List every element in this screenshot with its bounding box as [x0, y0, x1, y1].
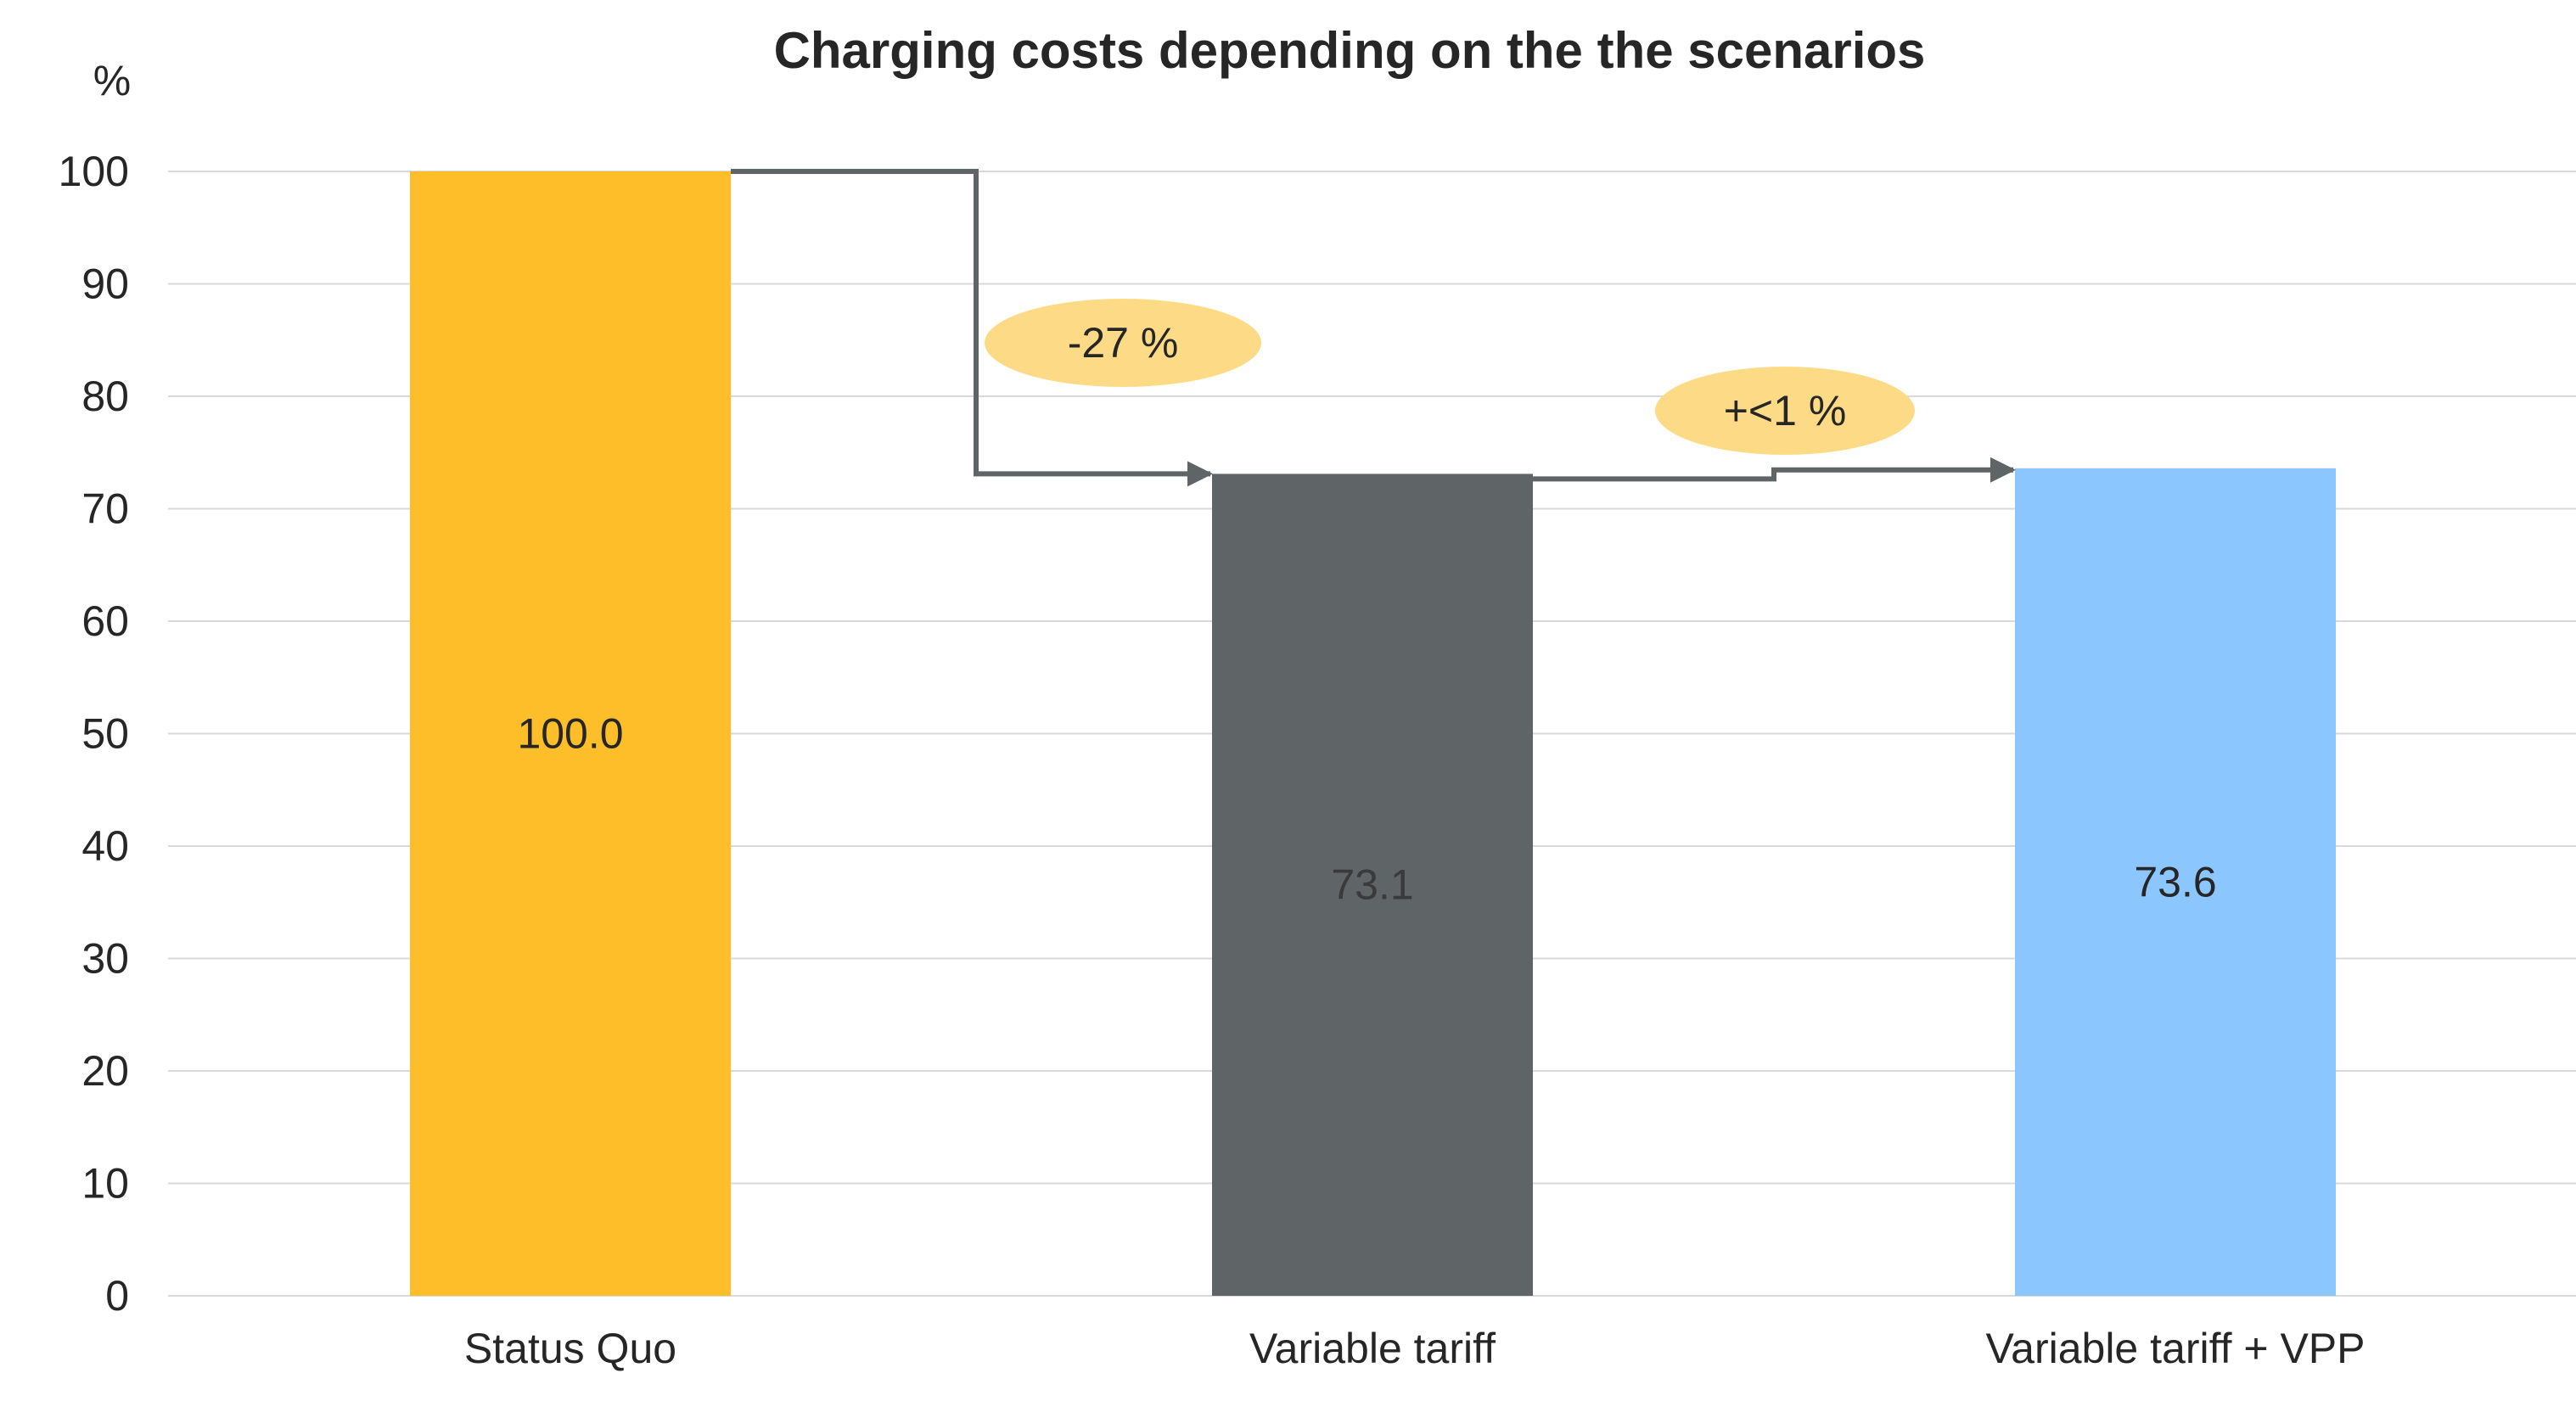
- chart-title: Charging costs depending on the the scen…: [774, 22, 1926, 79]
- category-label-0: Status Quo: [464, 1325, 676, 1372]
- y-tick-label-20: 20: [81, 1047, 129, 1095]
- bar-variable-tariff: [1212, 474, 1533, 1296]
- data-label-0: 100.0: [517, 710, 623, 758]
- change-bubble-0: [985, 299, 1261, 387]
- y-tick-label-30: 30: [81, 935, 129, 983]
- data-label-1: 73.1: [1331, 861, 1413, 909]
- change-label-1: +<1 %: [1724, 387, 1847, 434]
- y-tick-label-70: 70: [81, 485, 129, 533]
- bar-variable-tariff-vpp: [2015, 468, 2336, 1296]
- y-tick-label-0: 0: [105, 1272, 129, 1320]
- connector-arrow-0: [731, 169, 1213, 487]
- y-tick-label-90: 90: [81, 261, 129, 308]
- y-tick-label-100: 100: [59, 148, 129, 195]
- connectors: [731, 169, 2016, 487]
- y-axis-ticks: 0 10 20 30 40 50 60 70 80 90 100: [59, 148, 129, 1320]
- data-label-2: 73.6: [2134, 858, 2216, 905]
- y-tick-label-40: 40: [81, 822, 129, 870]
- y-tick-label-50: 50: [81, 710, 129, 758]
- connector-arrow-1: [1533, 457, 2016, 483]
- change-label-0: -27 %: [1068, 319, 1179, 367]
- change-bubble-1: [1655, 367, 1915, 455]
- y-axis-unit-label: %: [93, 57, 131, 104]
- data-labels: 100.0 73.1 73.6: [517, 710, 2216, 909]
- bars: [410, 171, 2336, 1296]
- bar-status-quo: [410, 171, 731, 1296]
- y-tick-label-60: 60: [81, 597, 129, 645]
- y-tick-label-10: 10: [81, 1160, 129, 1208]
- change-annotations: -27 % +<1 %: [985, 299, 1915, 455]
- x-axis-labels: Status Quo Variable tariff Variable tariff…: [464, 1325, 2366, 1372]
- category-label-2: Variable tariff + VPP: [1986, 1325, 2366, 1372]
- y-tick-label-80: 80: [81, 373, 129, 420]
- category-label-1: Variable tariff: [1249, 1325, 1496, 1372]
